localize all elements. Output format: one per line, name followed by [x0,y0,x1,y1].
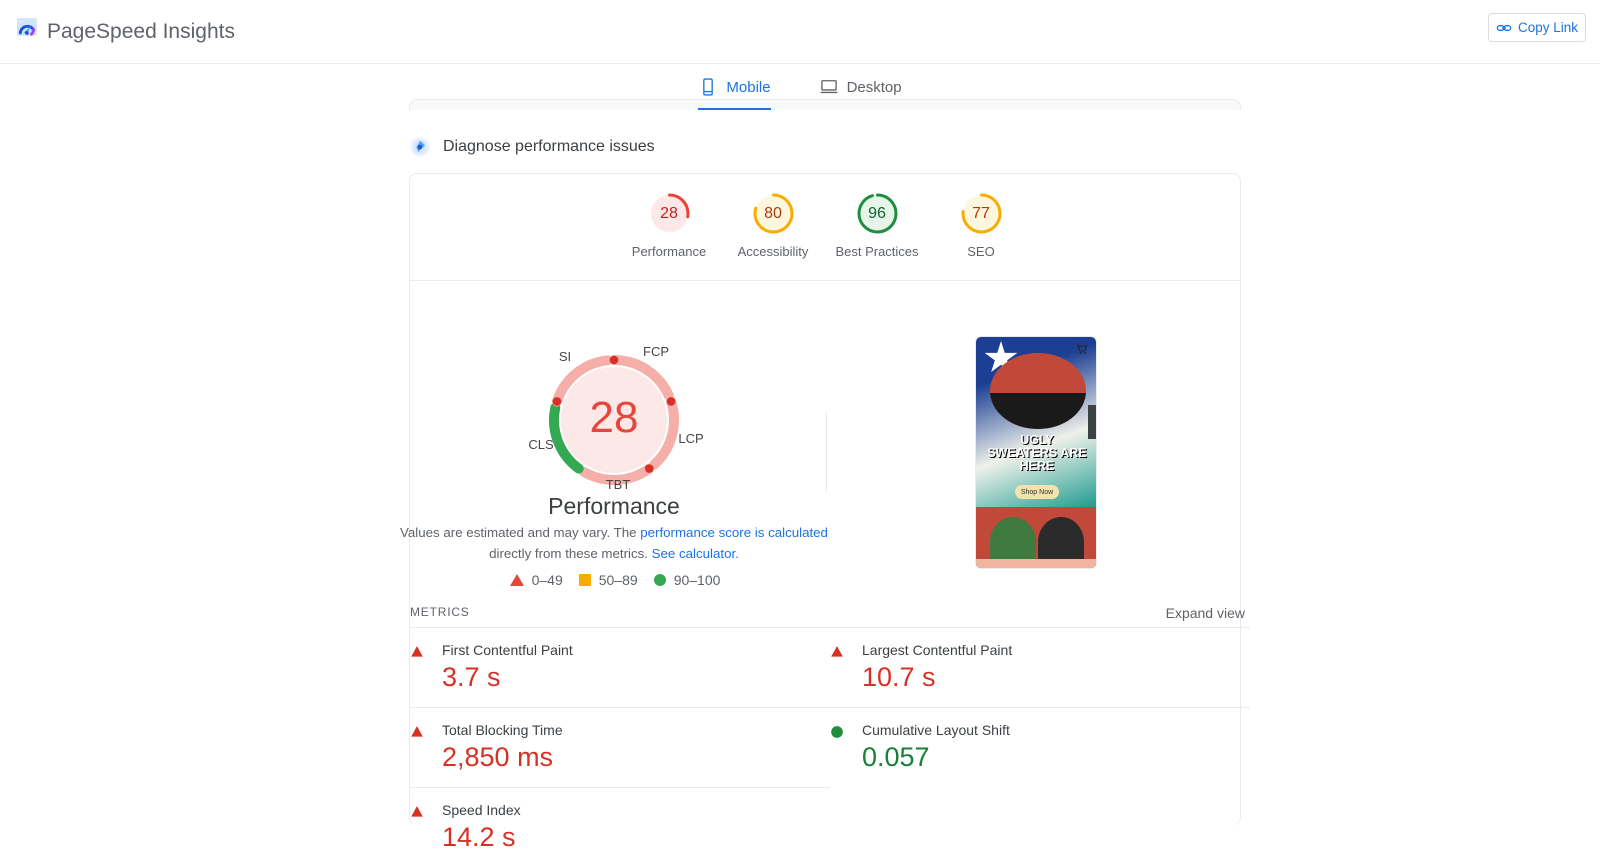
svg-text:SI: SI [559,349,571,364]
svg-text:FCP: FCP [643,344,669,359]
svg-text:LCP: LCP [678,431,703,446]
svg-text:TBT: TBT [606,477,631,492]
